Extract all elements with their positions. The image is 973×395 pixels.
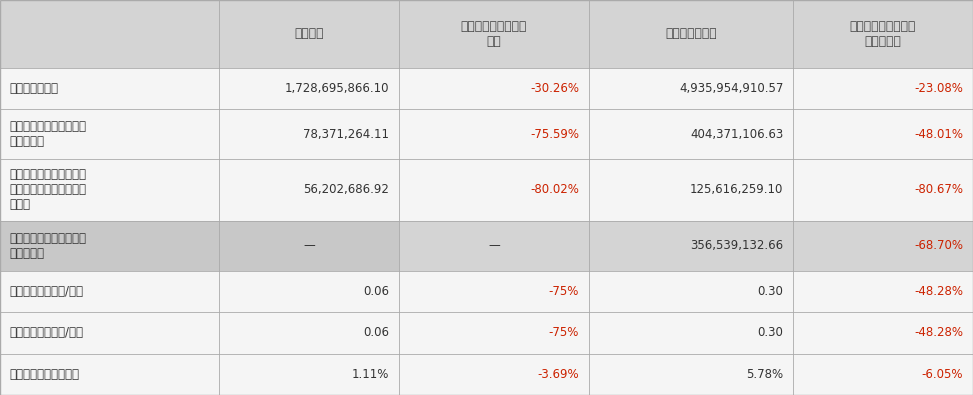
Bar	[0, 68, 219, 109]
Bar	[793, 159, 973, 221]
Text: 本报告期比上年同期
增减: 本报告期比上年同期 增减	[460, 20, 527, 48]
Bar	[219, 312, 399, 354]
Text: 356,539,132.66: 356,539,132.66	[690, 239, 783, 252]
Text: -80.67%: -80.67%	[915, 183, 963, 196]
Text: -80.02%: -80.02%	[530, 183, 579, 196]
Bar	[793, 312, 973, 354]
Text: 稀释每股收益（元/股）: 稀释每股收益（元/股）	[10, 326, 84, 339]
Text: -48.28%: -48.28%	[915, 326, 963, 339]
Bar	[589, 68, 793, 109]
Text: -75%: -75%	[549, 285, 579, 298]
Bar	[219, 109, 399, 159]
Text: -48.28%: -48.28%	[915, 285, 963, 298]
Bar	[589, 271, 793, 312]
Bar	[0, 354, 219, 395]
Bar	[0, 221, 219, 271]
Text: -48.01%: -48.01%	[915, 128, 963, 141]
Bar	[399, 312, 589, 354]
Text: 1,728,695,866.10: 1,728,695,866.10	[285, 82, 389, 95]
Bar	[0, 159, 219, 221]
Bar	[589, 221, 793, 271]
Text: 加权平均净资产收益率: 加权平均净资产收益率	[10, 368, 80, 381]
Bar	[0, 312, 219, 354]
Bar	[589, 109, 793, 159]
Bar	[793, 109, 973, 159]
Text: 年初至报告期末比上
年同期增减: 年初至报告期末比上 年同期增减	[849, 20, 917, 48]
Text: 0.30: 0.30	[757, 326, 783, 339]
Text: 1.11%: 1.11%	[352, 368, 389, 381]
Text: 5.78%: 5.78%	[746, 368, 783, 381]
Bar	[219, 354, 399, 395]
Text: 125,616,259.10: 125,616,259.10	[690, 183, 783, 196]
Text: 经营活动产生的现金流量
净额（元）: 经营活动产生的现金流量 净额（元）	[10, 231, 87, 260]
Text: -30.26%: -30.26%	[530, 82, 579, 95]
Bar	[0, 0, 219, 68]
Bar	[399, 159, 589, 221]
Text: 营业收入（元）: 营业收入（元）	[10, 82, 58, 95]
Bar	[793, 221, 973, 271]
Text: 0.06: 0.06	[363, 326, 389, 339]
Text: —: —	[487, 239, 500, 252]
Text: -68.70%: -68.70%	[915, 239, 963, 252]
Text: -6.05%: -6.05%	[921, 368, 963, 381]
Text: 本报告期: 本报告期	[294, 27, 324, 40]
Bar	[399, 221, 589, 271]
Bar	[219, 68, 399, 109]
Text: —: —	[303, 239, 315, 252]
Bar	[589, 354, 793, 395]
Bar	[589, 0, 793, 68]
Bar	[219, 221, 399, 271]
Text: 归属于上市公司股东的扣
除非经常性损益的净利润
（元）: 归属于上市公司股东的扣 除非经常性损益的净利润 （元）	[10, 168, 87, 211]
Bar	[589, 312, 793, 354]
Text: 0.06: 0.06	[363, 285, 389, 298]
Text: -75.59%: -75.59%	[530, 128, 579, 141]
Bar	[219, 271, 399, 312]
Text: -3.69%: -3.69%	[537, 368, 579, 381]
Text: 4,935,954,910.57: 4,935,954,910.57	[679, 82, 783, 95]
Text: 78,371,264.11: 78,371,264.11	[304, 128, 389, 141]
Text: 年初至报告期末: 年初至报告期末	[665, 27, 717, 40]
Bar	[399, 109, 589, 159]
Bar	[0, 271, 219, 312]
Bar	[399, 354, 589, 395]
Text: 56,202,686.92: 56,202,686.92	[304, 183, 389, 196]
Bar	[793, 271, 973, 312]
Bar	[793, 354, 973, 395]
Bar	[793, 68, 973, 109]
Bar	[399, 271, 589, 312]
Bar	[399, 0, 589, 68]
Text: 404,371,106.63: 404,371,106.63	[690, 128, 783, 141]
Text: 归属于上市公司股东的净
利润（元）: 归属于上市公司股东的净 利润（元）	[10, 120, 87, 148]
Bar	[589, 159, 793, 221]
Text: 基本每股收益（元/股）: 基本每股收益（元/股）	[10, 285, 84, 298]
Bar	[219, 159, 399, 221]
Bar	[399, 68, 589, 109]
Bar	[793, 0, 973, 68]
Bar	[219, 0, 399, 68]
Text: 0.30: 0.30	[757, 285, 783, 298]
Bar	[0, 109, 219, 159]
Text: -75%: -75%	[549, 326, 579, 339]
Text: -23.08%: -23.08%	[915, 82, 963, 95]
